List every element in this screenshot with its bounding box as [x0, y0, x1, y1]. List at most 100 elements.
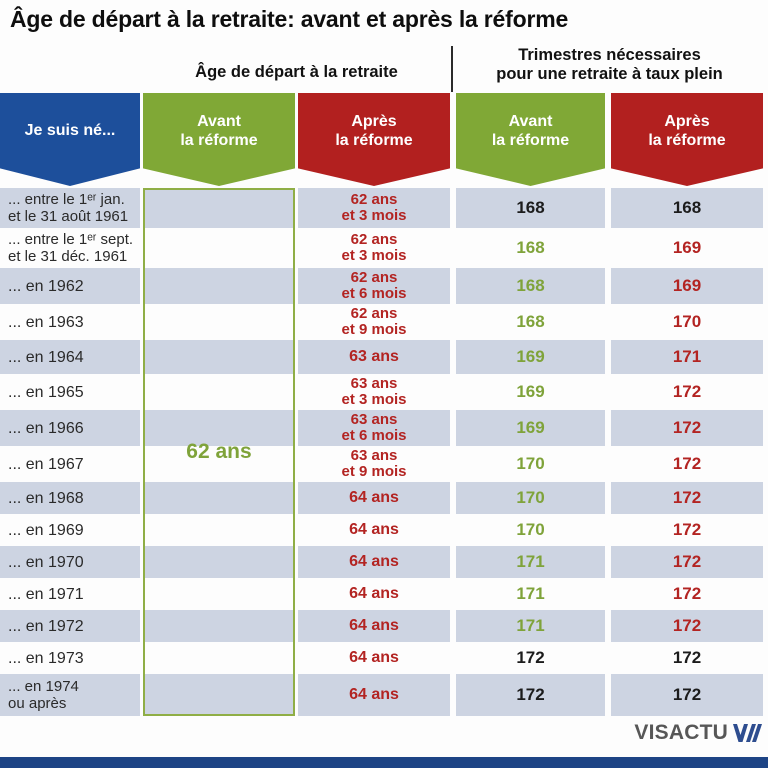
- birth-label: ... en 1969: [8, 521, 84, 539]
- quarters-after-value: 172: [672, 648, 702, 667]
- table-row: ... en 1964 63 ans 169 171: [0, 340, 763, 374]
- quarters-before-value: 172: [516, 648, 545, 667]
- age-after-value: 63 ans et 3 mois: [341, 375, 407, 408]
- quarters-before-value: 168: [516, 312, 545, 331]
- quarters-after-value: 172: [672, 382, 702, 401]
- quarters-after-value: 172: [672, 454, 702, 473]
- brand-name: VISACTU: [634, 721, 728, 744]
- table-row: ... en 1965 63 ans et 3 mois 169 172: [0, 374, 763, 410]
- age-after-value: 64 ans: [349, 585, 399, 602]
- quarters-after-value: 172: [672, 520, 702, 539]
- birth-label: ... en 1968: [0, 482, 140, 514]
- data-table: ... entre le 1ᵉʳ jan. et le 31 août 1961…: [0, 188, 763, 716]
- quarters-after-value: 169: [611, 268, 763, 304]
- quarters-before-value: 171: [456, 610, 605, 642]
- birth-label: ... en 1970: [0, 546, 140, 578]
- quarters-after-value: 172: [611, 546, 763, 578]
- age-before-cell: [143, 514, 295, 546]
- age-before-cell: [143, 578, 295, 610]
- age-after-value: 64 ans: [298, 482, 450, 514]
- age-after-value: 63 ans: [298, 340, 450, 374]
- quarters-after-value: 171: [611, 340, 763, 374]
- quarters-after-value: 169: [672, 238, 702, 257]
- birth-label: ... en 1965: [8, 383, 84, 401]
- age-after-value: 64 ans: [349, 521, 399, 538]
- birth-label: ... en 1963: [8, 313, 84, 331]
- birth-label: ... en 1973: [8, 649, 84, 667]
- quarters-after-value: 172: [672, 584, 702, 603]
- table-row: ... en 1974 ou après 64 ans 172 172: [0, 674, 763, 716]
- table-row: ... en 1972 64 ans 171 172: [0, 610, 763, 642]
- birth-label: ... en 1964: [0, 340, 140, 374]
- group-header-age: Âge de départ à la retraite: [195, 63, 398, 81]
- column-header-quarters-before: Avant la réforme: [456, 93, 605, 186]
- age-before-cell: [143, 674, 295, 716]
- quarters-before-value: 168: [456, 188, 605, 228]
- group-header-trimestres: Trimestres nécessaires pour une retraite…: [496, 46, 723, 83]
- quarters-after-value: 172: [611, 482, 763, 514]
- age-before-cell: [143, 268, 295, 304]
- quarters-before-value: 170: [456, 482, 605, 514]
- age-before-cell: [143, 374, 295, 410]
- age-after-value: 64 ans: [298, 610, 450, 642]
- quarters-before-value: 172: [456, 674, 605, 716]
- quarters-before-value: 171: [516, 584, 545, 603]
- age-before-cell: [143, 410, 295, 446]
- table-row: ... en 1973 64 ans 172 172: [0, 642, 763, 674]
- table-row: ... entre le 1ᵉʳ jan. et le 31 août 1961…: [0, 188, 763, 228]
- birth-label: ... en 1966: [0, 410, 140, 446]
- quarters-before-value: 170: [516, 454, 545, 473]
- quarters-before-value: 168: [456, 268, 605, 304]
- age-before-cell: [143, 340, 295, 374]
- age-after-value: 63 ans et 6 mois: [298, 410, 450, 446]
- age-before-cell: [143, 610, 295, 642]
- age-after-value: 62 ans et 9 mois: [341, 305, 407, 338]
- age-after-value: 63 ans et 9 mois: [341, 447, 407, 480]
- birth-label: ... entre le 1ᵉʳ sept. et le 31 déc. 196…: [8, 231, 134, 265]
- page-title: Âge de départ à la retraite: avant et ap…: [10, 6, 569, 32]
- group-divider: [451, 46, 453, 92]
- age-before-cell: [143, 642, 295, 674]
- age-before-cell: [143, 304, 295, 340]
- column-header-age-after: Après la réforme: [298, 93, 450, 186]
- table-row: ... en 1969 64 ans 170 172: [0, 514, 763, 546]
- visactu-logo-icon: [733, 724, 762, 742]
- quarters-after-value: 168: [611, 188, 763, 228]
- bottom-bar: [0, 757, 768, 768]
- column-header-birth: Je suis né...: [0, 93, 140, 186]
- quarters-before-value: 168: [516, 238, 545, 257]
- table-row: ... entre le 1ᵉʳ sept. et le 31 déc. 196…: [0, 228, 763, 268]
- quarters-before-value: 169: [456, 410, 605, 446]
- quarters-after-value: 172: [611, 410, 763, 446]
- quarters-before-value: 169: [456, 340, 605, 374]
- age-before-cell: [143, 446, 295, 482]
- table-row: ... en 1962 62 ans et 6 mois 168 169: [0, 268, 763, 304]
- column-header-age-before: Avant la réforme: [143, 93, 295, 186]
- age-after-value: 64 ans: [298, 546, 450, 578]
- quarters-after-value: 172: [611, 610, 763, 642]
- age-after-value: 64 ans: [298, 674, 450, 716]
- age-after-value: 64 ans: [349, 649, 399, 666]
- age-before-cell: [143, 228, 295, 268]
- column-header-quarters-after: Après la réforme: [611, 93, 763, 186]
- birth-label: ... en 1974 ou après: [0, 674, 140, 716]
- age-after-value: 62 ans et 3 mois: [298, 188, 450, 228]
- age-before-cell: [143, 188, 295, 228]
- age-before-cell: [143, 482, 295, 514]
- table-row: ... en 1966 63 ans et 6 mois 169 172: [0, 410, 763, 446]
- age-after-value: 62 ans et 3 mois: [341, 231, 407, 264]
- age-after-value: 62 ans et 6 mois: [298, 268, 450, 304]
- birth-label: ... entre le 1ᵉʳ jan. et le 31 août 1961: [0, 188, 140, 228]
- table-row: ... en 1970 64 ans 171 172: [0, 546, 763, 578]
- birth-label: ... en 1972: [0, 610, 140, 642]
- birth-label: ... en 1967: [8, 455, 84, 473]
- footer: VISACTU: [634, 721, 763, 745]
- table-row: ... en 1968 64 ans 170 172: [0, 482, 763, 514]
- age-before-cell: [143, 546, 295, 578]
- table-row: ... en 1971 64 ans 171 172: [0, 578, 763, 610]
- table-row: ... en 1967 63 ans et 9 mois 170 172: [0, 446, 763, 482]
- column-header-banners: Je suis né... Avant la réforme Après la …: [0, 93, 768, 186]
- quarters-before-value: 169: [516, 382, 545, 401]
- quarters-after-value: 172: [611, 674, 763, 716]
